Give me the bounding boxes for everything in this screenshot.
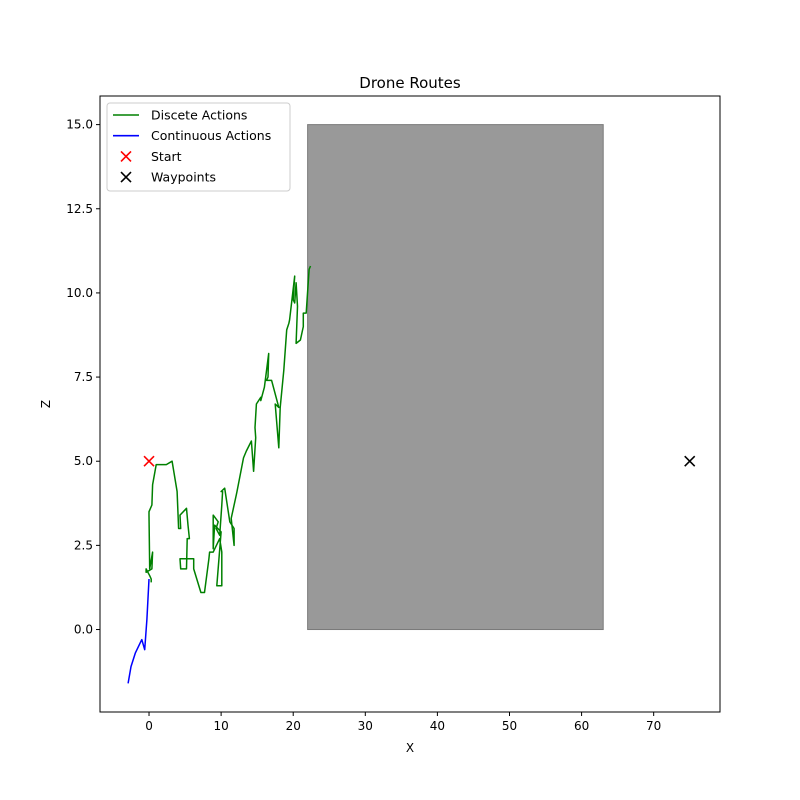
legend-label-2: Start: [151, 149, 182, 164]
y-axis-ticks: 0.0 2.5 5.0 7.5 10.0 12.5 15.0: [66, 118, 100, 637]
y-axis-label: Z: [39, 400, 53, 408]
x-tick-label-2: 20: [286, 719, 301, 733]
y-tick-label-5: 12.5: [66, 202, 93, 216]
legend-entry-3: Waypoints: [120, 170, 216, 185]
legend-swatch-3: [120, 171, 132, 183]
y-tick-label-4: 10.0: [66, 286, 93, 300]
x-tick-label-3: 30: [358, 719, 373, 733]
y-tick-label-0: 0.0: [74, 623, 93, 637]
legend: Discete Actions Continuous Actions Start Wa…: [106, 102, 291, 192]
legend-entry-0: Discete Actions: [113, 108, 247, 123]
chart-title: Drone Routes: [359, 74, 461, 92]
series-marker-2-0: [143, 455, 155, 467]
legend-swatch-2: [120, 150, 132, 162]
legend-label-1: Continuous Actions: [151, 128, 271, 143]
legend-entry-1: Continuous Actions: [113, 128, 271, 143]
series-layer: [127, 265, 312, 684]
series-line-0: [145, 265, 312, 594]
legend-box: [106, 102, 291, 192]
plot-frame: [99, 95, 721, 713]
series-line-1: [127, 578, 150, 684]
x-tick-label-4: 40: [430, 719, 445, 733]
x-tick-label-1: 10: [213, 719, 228, 733]
x-tick-label-5: 50: [502, 719, 517, 733]
obstacle-rect: [307, 124, 604, 631]
y-tick-label-6: 15.0: [66, 118, 93, 132]
x-tick-label-7: 70: [646, 719, 661, 733]
y-tick-label-3: 7.5: [74, 370, 93, 384]
legend-label-0: Discete Actions: [151, 108, 247, 123]
x-axis-ticks: 0 10 20 30 40 50 60 70: [145, 712, 661, 733]
marker-layer: [143, 455, 696, 467]
x-axis-label: X: [406, 741, 414, 755]
x-tick-label-6: 60: [574, 719, 589, 733]
obstacle-layer: [307, 124, 604, 631]
y-tick-label-1: 2.5: [74, 538, 93, 552]
legend-entry-2: Start: [120, 149, 182, 164]
legend-label-3: Waypoints: [151, 170, 216, 185]
series-marker-3-0: [684, 455, 696, 467]
x-tick-label-0: 0: [145, 719, 153, 733]
y-tick-label-2: 5.0: [74, 454, 93, 468]
